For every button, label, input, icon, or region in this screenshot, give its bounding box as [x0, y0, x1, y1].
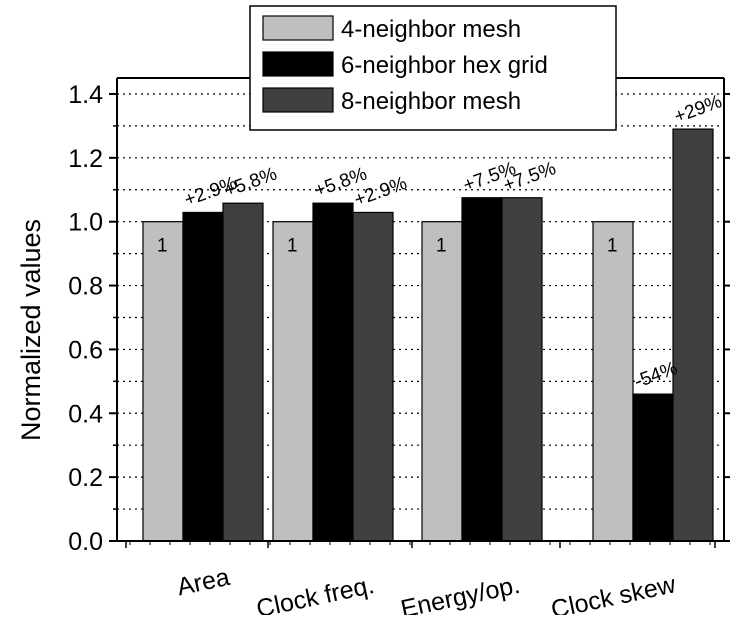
- y-tick-label: 0.2: [68, 464, 103, 492]
- y-tick-label: 0.0: [68, 528, 103, 556]
- y-tick-label: 1.0: [68, 209, 103, 237]
- bars: [142, 128, 714, 542]
- y-tick-label: 0.8: [68, 273, 103, 301]
- bar: [501, 197, 543, 542]
- x-category-label: Clock skew: [549, 570, 679, 615]
- legend-label: 4-neighbor mesh: [341, 16, 521, 43]
- legend: 4-neighbor mesh 6-neighbor hex grid 8-neig…: [249, 5, 617, 131]
- legend-swatch: [262, 15, 334, 41]
- bar: [222, 202, 264, 542]
- y-tick-label: 1.4: [68, 81, 103, 109]
- x-category-label: Energy/op.: [398, 571, 522, 615]
- bar: [421, 221, 463, 542]
- data-label: 1: [287, 236, 298, 257]
- bar: [312, 202, 354, 542]
- bar: [182, 211, 224, 542]
- data-label: 1: [436, 236, 447, 257]
- bar: [142, 221, 184, 542]
- bar: [672, 128, 714, 542]
- data-label: +5.8%: [222, 163, 280, 201]
- data-label: 1: [607, 236, 618, 257]
- data-label: 1: [157, 236, 168, 257]
- bar: [461, 197, 503, 542]
- legend-label: 8-neighbor mesh: [341, 88, 521, 115]
- bar: [632, 393, 674, 542]
- legend-label: 6-neighbor hex grid: [341, 52, 548, 79]
- x-category-label: Clock freq.: [254, 571, 377, 615]
- data-label: +29%: [672, 91, 725, 128]
- legend-swatch: [262, 87, 334, 113]
- bar: [592, 221, 634, 542]
- y-axis-title: Normalized values: [16, 219, 46, 441]
- bar: [272, 221, 314, 542]
- y-tick-label: 0.4: [68, 400, 103, 428]
- y-tick-label: 0.6: [68, 336, 103, 364]
- legend-swatch: [262, 51, 334, 77]
- y-tick-label: 1.2: [68, 145, 103, 173]
- x-category-label: Area: [175, 563, 233, 601]
- bar: [352, 211, 394, 542]
